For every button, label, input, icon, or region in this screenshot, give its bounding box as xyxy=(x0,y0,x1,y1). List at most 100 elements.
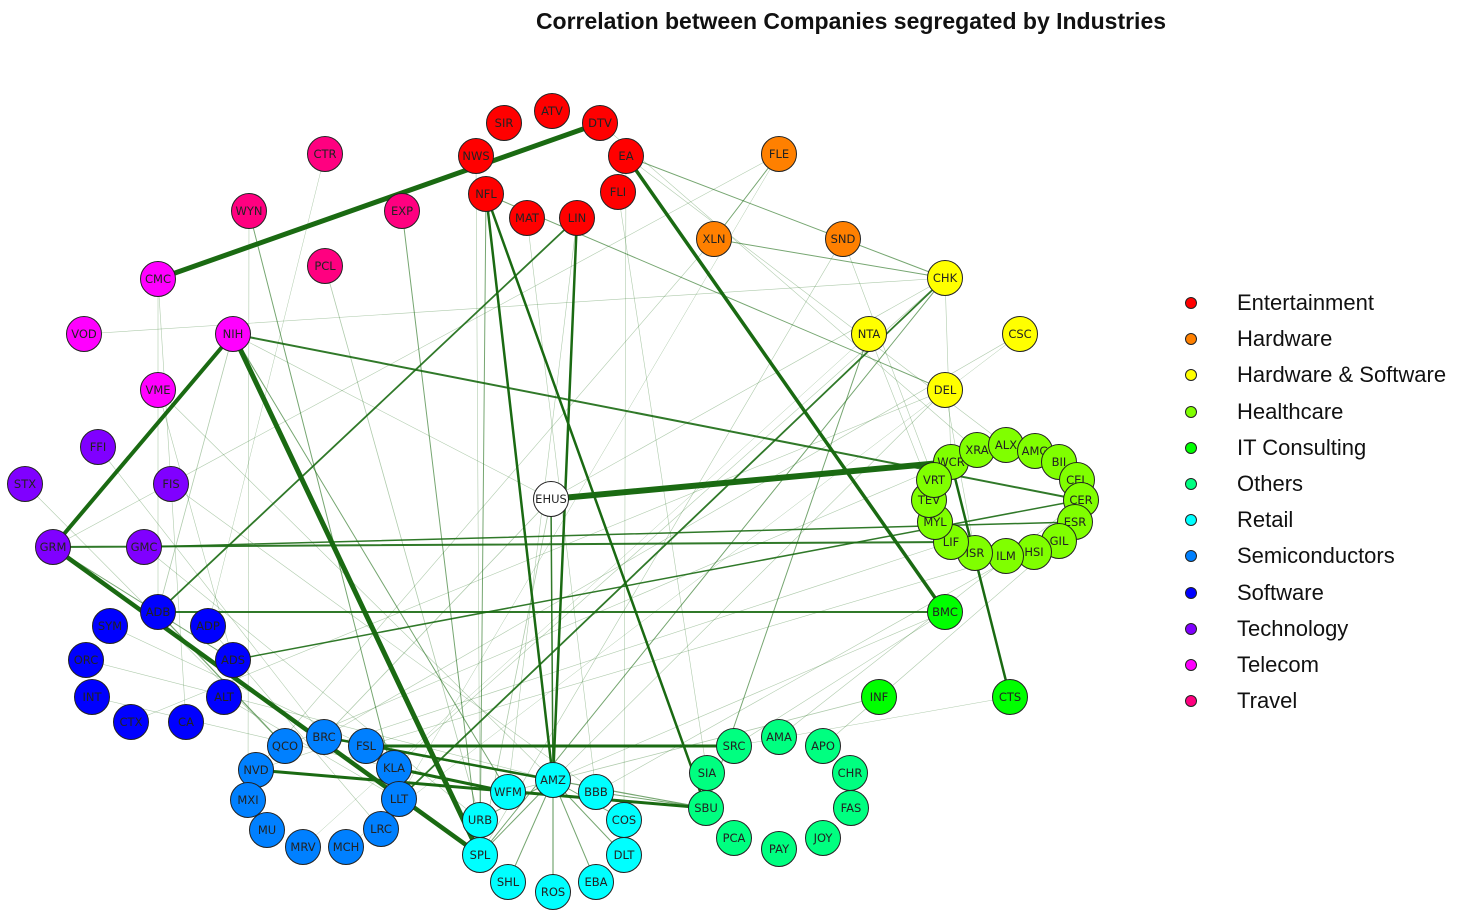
node-label: AMA xyxy=(766,730,792,744)
node-vod: VOD xyxy=(66,316,102,352)
edge-ctr-adp xyxy=(207,153,326,627)
node-label: BMC xyxy=(932,605,958,619)
node-adp: ADP xyxy=(190,608,226,644)
edge-sbu-bbb xyxy=(595,791,707,809)
node-label: GRM xyxy=(40,540,67,554)
node-nws: NWS xyxy=(458,138,494,174)
legend-item: Others xyxy=(1180,466,1476,502)
node-pcl: PCL xyxy=(307,248,343,284)
node-label: ORC xyxy=(74,653,99,667)
node-kla: KLA xyxy=(376,750,412,786)
node-circle xyxy=(578,774,614,810)
node-label: VRT xyxy=(923,473,946,487)
node-label: ADB xyxy=(146,605,171,619)
node-label: PCA xyxy=(723,831,746,845)
node-circle xyxy=(92,608,128,644)
node-fli: FLI xyxy=(600,174,636,210)
node-amz: AMZ xyxy=(535,762,571,798)
node-dlt: DLT xyxy=(606,837,642,873)
node-label: FFI xyxy=(90,440,107,454)
legend-swatch xyxy=(1185,441,1197,454)
node-label: LIN xyxy=(568,211,586,225)
node-label: SYM xyxy=(98,619,122,633)
node-shl: SHL xyxy=(490,864,526,900)
node-xra: XRA xyxy=(959,432,995,468)
node-circle xyxy=(534,93,570,129)
node-nvd: NVD xyxy=(238,752,274,788)
edge-nih-wfm xyxy=(232,333,509,793)
node-snd: SND xyxy=(825,221,861,257)
node-circle xyxy=(825,221,861,257)
node-qco: QCO xyxy=(267,728,303,764)
node-mrv: MRV xyxy=(285,829,321,865)
node-ros: ROS xyxy=(535,874,571,910)
edge-lin-adb xyxy=(157,217,578,613)
node-nfl: NFL xyxy=(468,176,504,212)
node-label: GIL xyxy=(1050,534,1069,548)
node-circle xyxy=(126,529,162,565)
legend-label: Retail xyxy=(1237,507,1294,533)
node-pca: PCA xyxy=(716,820,752,856)
node-circle xyxy=(761,719,797,755)
node-label: CA xyxy=(178,715,194,729)
edge-nws-spl xyxy=(475,155,481,856)
node-label: MCH xyxy=(333,840,360,854)
node-int: INT xyxy=(74,679,110,715)
node-wyn: WYN xyxy=(231,193,267,229)
node-circle xyxy=(559,200,595,236)
node-circle xyxy=(113,704,149,740)
legend-swatch xyxy=(1185,586,1197,599)
legend-item: Hardware & Software xyxy=(1180,357,1476,393)
node-urb: URB xyxy=(462,802,498,838)
legend-label: Technology xyxy=(1237,615,1349,641)
node-ehus: EHUS xyxy=(533,481,569,517)
edge-nfl-amz xyxy=(484,192,555,782)
edge-nih-adb xyxy=(157,333,234,613)
node-dtv: DTV xyxy=(582,105,618,141)
node-label: CER xyxy=(1069,493,1092,507)
node-circle xyxy=(509,200,545,236)
node-circle xyxy=(608,138,644,174)
edge-cmc-dtv xyxy=(155,120,603,282)
node-label: CMC xyxy=(145,272,171,286)
node-label: AMZ xyxy=(540,773,566,787)
node-circle xyxy=(363,811,399,847)
node-mu: MU xyxy=(249,812,285,848)
legend-item: IT Consulting xyxy=(1180,430,1476,466)
edge-chk-llt xyxy=(398,277,946,800)
node-circle xyxy=(851,316,887,352)
node-label: SND xyxy=(831,232,856,246)
legend-label: Others xyxy=(1237,470,1304,496)
node-circle xyxy=(861,679,897,715)
node-label: ATV xyxy=(541,104,563,118)
node-label: NIH xyxy=(223,327,244,341)
node-label: CHK xyxy=(933,271,958,285)
legend-swatch xyxy=(1185,622,1197,635)
node-label: MXI xyxy=(237,793,258,807)
legend-swatch xyxy=(1185,333,1197,346)
node-circle xyxy=(533,481,569,517)
node-circle xyxy=(696,221,732,257)
node-vme: VME xyxy=(140,372,176,408)
node-circle xyxy=(35,529,71,565)
node-circle xyxy=(80,429,116,465)
node-label: BII xyxy=(1052,455,1067,469)
edge-kla-wfm xyxy=(392,766,510,794)
node-label: MYL xyxy=(923,515,947,529)
node-label: PCL xyxy=(314,259,336,273)
legend-item: Entertainment xyxy=(1180,285,1476,321)
edge-ehus-nih xyxy=(232,333,552,500)
node-ctr: CTR xyxy=(307,136,343,172)
node-ffi: FFI xyxy=(80,429,116,465)
node-circle xyxy=(606,837,642,873)
node-label: QCO xyxy=(272,739,298,753)
edge-ea-chk xyxy=(625,155,946,279)
legend-item: Semiconductors xyxy=(1180,538,1476,574)
node-circle xyxy=(231,193,267,229)
node-nta: NTA xyxy=(851,316,887,352)
node-circle xyxy=(168,704,204,740)
edge-del-ctx xyxy=(130,389,946,723)
node-circle xyxy=(140,372,176,408)
